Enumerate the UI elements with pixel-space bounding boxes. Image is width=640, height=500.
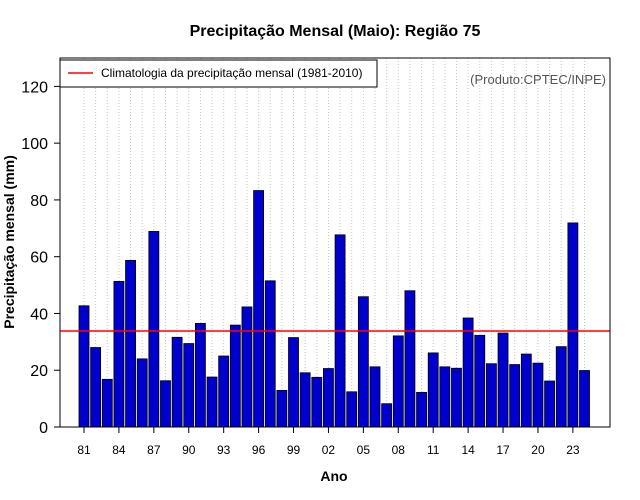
credit-label: (Produto:CPTEC/INPE) bbox=[470, 72, 606, 87]
x-tick-label: 08 bbox=[392, 443, 406, 457]
bar-2023 bbox=[567, 222, 579, 428]
bar-2007 bbox=[381, 403, 393, 428]
bar-1987 bbox=[148, 231, 160, 428]
x-tick-label: 20 bbox=[531, 443, 545, 457]
x-tick-label: 87 bbox=[147, 443, 161, 457]
bar-1991 bbox=[194, 322, 206, 428]
bar-1993 bbox=[218, 355, 230, 428]
bar-2018 bbox=[509, 364, 521, 428]
plot-frame bbox=[59, 57, 611, 428]
bar-2022 bbox=[555, 346, 567, 428]
legend-box bbox=[59, 59, 378, 88]
x-tick-label: 17 bbox=[496, 443, 510, 457]
bar-2002 bbox=[323, 368, 334, 428]
bar-2012 bbox=[439, 366, 451, 428]
bar-2011 bbox=[427, 352, 439, 428]
bar-2015 bbox=[474, 334, 486, 428]
x-tick-label: 99 bbox=[287, 443, 301, 457]
x-tick-label: 96 bbox=[252, 443, 266, 457]
y-tick-label: 60 bbox=[30, 250, 48, 267]
chart-title: Precipitação Mensal (Maio): Região 75 bbox=[190, 23, 481, 40]
bar-1988 bbox=[160, 380, 171, 428]
bar-1984 bbox=[113, 280, 125, 428]
x-tick-label: 90 bbox=[182, 443, 196, 457]
y-tick-label: 100 bbox=[21, 136, 48, 153]
bar-2005 bbox=[357, 296, 369, 428]
bar-2020 bbox=[532, 362, 544, 428]
y-axis: 0 20 40 60 80 100 120 bbox=[21, 79, 60, 437]
bar-1995 bbox=[241, 306, 253, 428]
bar-2004 bbox=[346, 391, 358, 428]
x-tick-label: 14 bbox=[461, 443, 475, 457]
y-tick-label: 80 bbox=[30, 193, 48, 210]
y-tick-label: 0 bbox=[39, 420, 48, 437]
bar-1986 bbox=[136, 358, 148, 428]
x-tick-label: 93 bbox=[217, 443, 231, 457]
bar-2021 bbox=[544, 380, 555, 428]
legend-label: Climatologia da precipitação mensal (198… bbox=[101, 66, 362, 80]
bar-1998 bbox=[276, 389, 288, 428]
bar-2013 bbox=[451, 367, 462, 428]
x-tick-label: 11 bbox=[427, 443, 440, 457]
bar-2019 bbox=[520, 353, 532, 428]
legend: Climatologia da precipitação mensal (198… bbox=[59, 59, 378, 88]
bar-2024 bbox=[579, 370, 590, 428]
bar-1994 bbox=[229, 324, 241, 428]
x-tick-label: 05 bbox=[357, 443, 371, 457]
x-tick-label: 84 bbox=[112, 443, 126, 457]
x-axis-label: Ano bbox=[320, 468, 347, 484]
x-tick-label: 23 bbox=[566, 443, 580, 457]
x-tick-label: 81 bbox=[77, 443, 91, 457]
y-tick-label: 20 bbox=[30, 363, 48, 380]
bar-2010 bbox=[416, 391, 427, 428]
bar-2014 bbox=[462, 317, 474, 428]
bar-1989 bbox=[171, 336, 183, 428]
x-tick-label: 02 bbox=[322, 443, 336, 457]
bar-1982 bbox=[90, 347, 102, 428]
bar-1985 bbox=[125, 259, 136, 428]
bar-2016 bbox=[485, 363, 497, 428]
y-tick-label: 120 bbox=[21, 79, 48, 96]
bar-2006 bbox=[369, 366, 381, 428]
bar-1997 bbox=[264, 280, 276, 428]
bar-1981 bbox=[78, 305, 90, 428]
y-axis-label: Precipitação mensal (mm) bbox=[1, 155, 17, 329]
bar-1992 bbox=[206, 376, 218, 428]
bar-1983 bbox=[101, 378, 113, 428]
bar-1996 bbox=[253, 190, 265, 428]
bar-2008 bbox=[392, 335, 404, 428]
bar-2001 bbox=[311, 376, 323, 428]
bar-1990 bbox=[183, 343, 195, 428]
bar-2017 bbox=[497, 332, 509, 428]
x-axis: 81 84 87 90 93 96 99 02 05 08 11 14 17 20 23 bbox=[77, 427, 580, 457]
bar-2009 bbox=[404, 290, 416, 428]
bar-1999 bbox=[288, 337, 299, 428]
bar-2000 bbox=[299, 372, 311, 428]
y-tick-label: 40 bbox=[30, 306, 48, 323]
